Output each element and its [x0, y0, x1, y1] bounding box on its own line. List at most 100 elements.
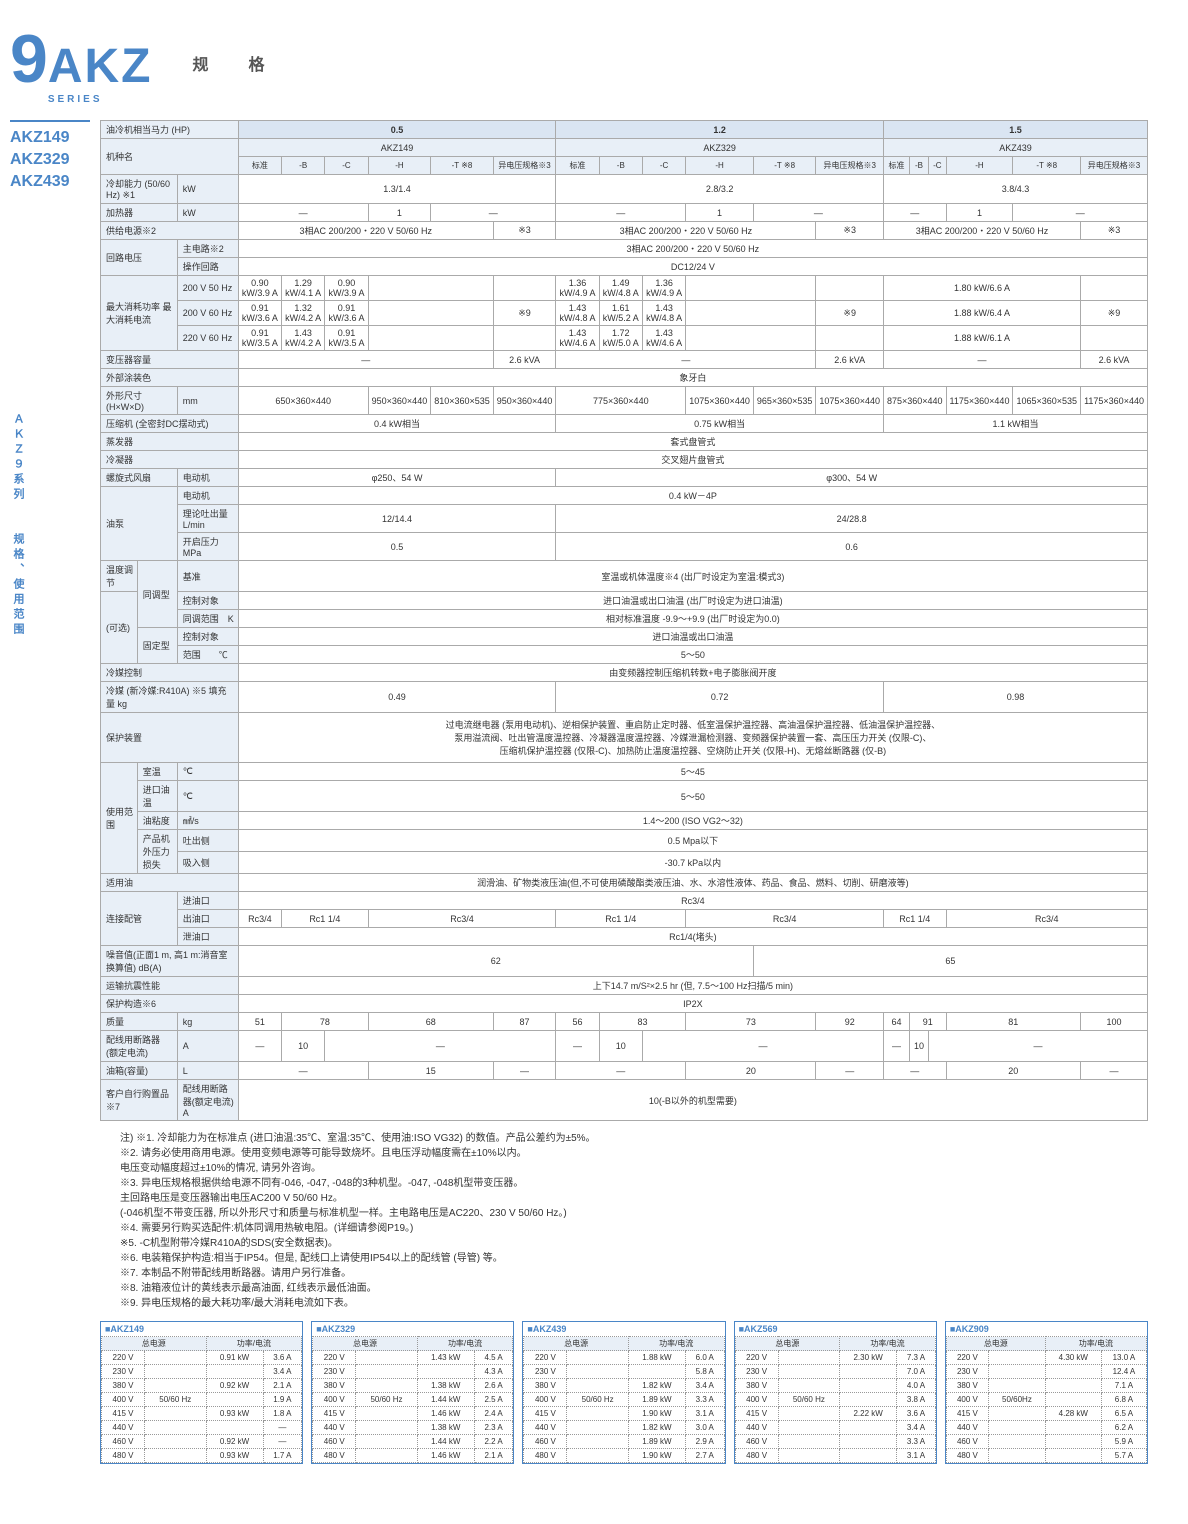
cell: 象牙白	[238, 369, 1147, 387]
cell: 50/60 Hz	[778, 1393, 840, 1407]
cell: 1.8 A	[263, 1407, 302, 1421]
row-label: 固定型	[137, 628, 177, 664]
row-label: 保护构造※6	[101, 995, 239, 1013]
cell	[778, 1449, 840, 1463]
cell: 380 V	[102, 1379, 145, 1393]
cell: 5.9 A	[1101, 1435, 1146, 1449]
cell: Rc1 1/4	[883, 910, 946, 928]
cell: 6.8 A	[1101, 1393, 1146, 1407]
cell: 4.5 A	[474, 1351, 513, 1365]
row-label: 变压器容量	[101, 351, 239, 369]
cell: 1.44 kW	[417, 1393, 474, 1407]
note-line: ※7. 本制品不附带配线用断路器。请用户另行准备。	[120, 1266, 1148, 1281]
note-line: 主回路电压是变压器输出电压AC200 V 50/60 Hz。	[120, 1191, 1148, 1206]
cell: 10(-B以外的机型需要)	[238, 1080, 1147, 1121]
row-label: 外部涂装色	[101, 369, 239, 387]
cell: 415 V	[735, 1407, 778, 1421]
row-label: ℃	[177, 763, 238, 781]
cell: 775×360×440	[556, 387, 686, 415]
cell	[989, 1449, 1046, 1463]
cell: —	[431, 204, 556, 222]
cell	[989, 1421, 1046, 1435]
cell: 0.91 kW/3.5 A	[325, 326, 368, 351]
cell: 0.5 Mpa以下	[238, 830, 1147, 852]
cell	[1081, 276, 1148, 301]
cell	[840, 1449, 897, 1463]
modelname-0: AKZ149	[238, 139, 556, 157]
cell: 3相AC 200/200・220 V 50/60 Hz	[883, 222, 1080, 240]
cell	[368, 276, 493, 301]
cell: —	[263, 1435, 302, 1449]
cell: 12.4 A	[1101, 1365, 1146, 1379]
row-label: 蒸发器	[101, 433, 239, 451]
cell: 650×360×440	[238, 387, 368, 415]
cell	[356, 1435, 418, 1449]
cell: 1.90 kW	[628, 1449, 685, 1463]
subcol: 标准	[883, 157, 909, 175]
note-line: ※6. 电装箱保护构造:相当于IP54。但是, 配线口上请使用IP54以上的配线…	[120, 1251, 1148, 1266]
cell: 0.91 kW/3.6 A	[325, 301, 368, 326]
subcol: 标准	[556, 157, 599, 175]
cell: 3.8 A	[897, 1393, 936, 1407]
cell: 950×360×440	[493, 387, 556, 415]
cell: 460 V	[102, 1435, 145, 1449]
cell: —	[929, 1031, 1148, 1062]
cell: 3.6 A	[897, 1407, 936, 1421]
cell: 415 V	[946, 1407, 988, 1421]
cell: 0.92 kW	[206, 1435, 263, 1449]
cell: 380 V	[946, 1379, 988, 1393]
note-line: 电压变动幅度超过±10%的情况, 请另外咨询。	[120, 1161, 1148, 1176]
cell: 50/60 Hz	[567, 1393, 629, 1407]
cell: Rc3/4	[686, 910, 884, 928]
cell: 3.1 A	[897, 1449, 936, 1463]
cell: 220 V	[946, 1351, 988, 1365]
cell: 1.38 kW	[417, 1379, 474, 1393]
cell: 5～50	[238, 646, 1147, 664]
cell	[778, 1435, 840, 1449]
cell: 1.46 kW	[417, 1449, 474, 1463]
logo-text: AKZ	[48, 40, 153, 93]
cell: —	[883, 204, 946, 222]
cell: 1.29 kW/4.1 A	[282, 276, 325, 301]
cell	[145, 1449, 207, 1463]
cell: 1.72 kW/5.0 A	[599, 326, 642, 351]
note-line: ※3. 异电压规格根据供给电源不同有-046, -047, -048的3种机型。…	[120, 1176, 1148, 1191]
subcol: -H	[686, 157, 754, 175]
cell	[778, 1351, 840, 1365]
cell: 230 V	[524, 1365, 567, 1379]
cell: 7.1 A	[1101, 1379, 1146, 1393]
cell: ※9	[493, 301, 556, 326]
power-table-title: ■AKZ569	[735, 1322, 936, 1336]
cell	[567, 1449, 629, 1463]
note-line: ※8. 油箱液位计的黄线表示最高油面, 红线表示最低油面。	[120, 1281, 1148, 1296]
cell	[145, 1379, 207, 1393]
cell: 83	[599, 1013, 686, 1031]
cell: 51	[238, 1013, 281, 1031]
cell: 1.7 A	[263, 1449, 302, 1463]
row-label: 基准	[177, 561, 238, 592]
row-label: 200 V 50 Hz	[177, 276, 238, 301]
row-label: 适用油	[101, 874, 239, 892]
cell: 415 V	[524, 1407, 567, 1421]
cell	[989, 1379, 1046, 1393]
hp-2: 1.5	[883, 121, 1147, 139]
cell: 400 V	[102, 1393, 145, 1407]
model-list: AKZ149 AKZ329 AKZ439	[10, 120, 90, 193]
cell: 1.3/1.4	[238, 175, 556, 204]
cell: 1.89 kW	[628, 1435, 685, 1449]
modelname-2: AKZ439	[883, 139, 1147, 157]
cell: 1.43 kW/4.8 A	[642, 301, 685, 326]
cell: 875×360×440	[883, 387, 946, 415]
row-label: 吐出侧	[177, 830, 238, 852]
cell: 过电流继电器 (泵用电动机)、逆相保护装置、重启防止定时器、低室温保护温控器、高…	[238, 713, 1147, 763]
row-label: 理论吐出量 L/min	[177, 505, 238, 533]
cell: 0.75 kW相当	[556, 415, 884, 433]
cell	[368, 301, 493, 326]
cell	[1045, 1421, 1101, 1435]
row-label: 噪音值(正面1 m, 高1 m:消音室换算值) dB(A)	[101, 946, 239, 977]
cell: 3.8/4.3	[883, 175, 1147, 204]
cell: 1.46 kW	[417, 1407, 474, 1421]
cell: Rc1/4(堵头)	[238, 928, 1147, 946]
cell: 20	[946, 1062, 1080, 1080]
subcol: 异电压规格※3	[1081, 157, 1148, 175]
